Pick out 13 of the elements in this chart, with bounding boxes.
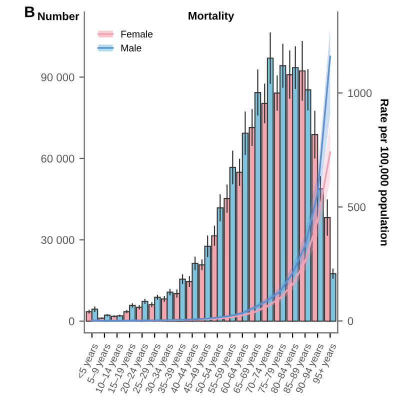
y2-axis-title: Rate per 100,000 population [378,99,389,246]
legend-label: Male [121,44,142,52]
text: B [25,6,34,18]
y-axis-title: Number [38,12,80,20]
y-tick-label: 60 000 [41,154,74,163]
y-tick-label: 30 000 [41,236,74,244]
chart-title: Mortality [188,12,234,22]
y2-tick-label: 0 [348,317,354,326]
y-tick-label: 90 000 [41,73,74,82]
y2-tick-label: 1000 [348,89,372,98]
y2-tick-label: 500 [348,203,366,212]
y-tick-label: 0 [68,317,74,326]
legend-label: Female [121,30,153,38]
